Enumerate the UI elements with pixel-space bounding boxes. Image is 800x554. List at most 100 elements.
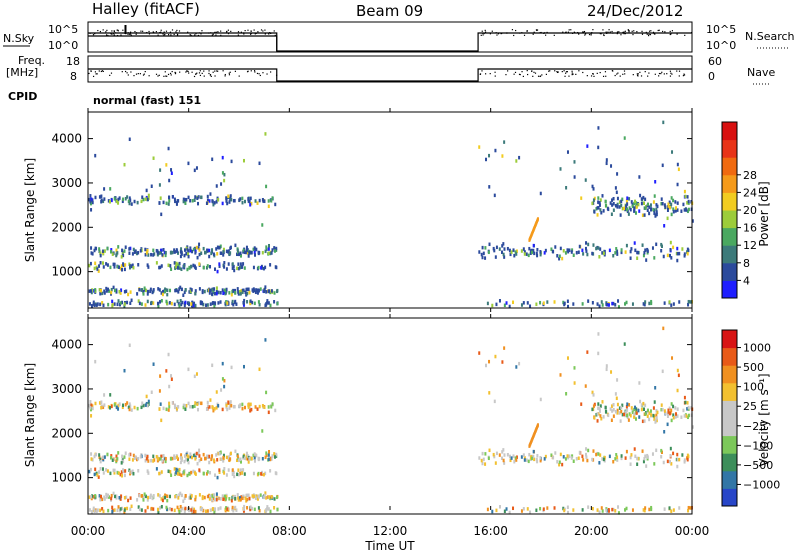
nave-point — [133, 75, 135, 77]
nave-point — [228, 72, 230, 74]
data-cell — [611, 409, 614, 413]
colorbar-tick-label: −1000 — [743, 478, 780, 491]
data-cell — [230, 159, 233, 164]
nave-label: Nave — [747, 66, 775, 79]
data-cell — [200, 401, 203, 406]
data-cell — [651, 452, 654, 456]
data-cell — [183, 290, 186, 295]
nsky-point — [645, 31, 647, 34]
data-cell — [581, 454, 584, 459]
data-cell — [612, 201, 615, 206]
data-cell — [206, 198, 209, 203]
data-cell — [276, 507, 279, 512]
nsky-point — [481, 30, 483, 32]
data-cell — [109, 250, 112, 254]
data-cell — [634, 248, 637, 253]
data-cell — [180, 247, 183, 251]
data-cell — [152, 288, 155, 292]
data-cell — [554, 451, 557, 455]
y-tick-label: 3000 — [51, 176, 82, 190]
data-cell — [266, 299, 269, 303]
data-cell — [565, 391, 568, 396]
data-cell — [666, 422, 669, 427]
data-cell — [146, 292, 149, 296]
nave-point — [214, 70, 216, 72]
data-cell — [119, 291, 122, 295]
nave-point — [170, 74, 172, 76]
data-cell — [610, 164, 613, 168]
data-cell — [605, 508, 608, 513]
nave-point — [259, 74, 261, 77]
data-cell — [617, 299, 620, 303]
nave-point — [507, 70, 509, 72]
data-cell — [166, 301, 169, 306]
data-cell — [628, 412, 631, 416]
velocity-ylabel: Slant Range [km] — [23, 363, 37, 467]
data-cell — [127, 199, 130, 204]
nave-point — [203, 75, 205, 77]
data-cell — [123, 510, 126, 514]
data-cell — [674, 406, 677, 410]
data-cell — [245, 454, 248, 459]
data-cell — [160, 470, 163, 474]
data-cell — [562, 300, 565, 305]
data-cell — [655, 416, 658, 420]
data-cell — [687, 505, 690, 510]
data-cell — [220, 388, 223, 392]
data-cell — [686, 201, 689, 205]
data-cell — [566, 505, 569, 510]
data-cell — [253, 507, 256, 512]
data-cell — [660, 403, 663, 407]
data-cell — [93, 303, 96, 307]
data-cell — [219, 300, 222, 304]
data-cell — [215, 406, 218, 410]
data-cell — [662, 326, 665, 331]
data-cell — [686, 457, 689, 462]
nave-point — [174, 72, 177, 74]
nsky-point — [148, 30, 150, 33]
data-cell — [487, 456, 490, 461]
nsky-point — [540, 31, 542, 34]
data-cell — [105, 289, 108, 293]
time-tick-label: 16:00 — [473, 524, 508, 538]
data-cell — [225, 455, 228, 460]
nave-point — [566, 71, 568, 73]
data-cell — [607, 413, 610, 418]
data-cell — [182, 403, 185, 408]
data-cell — [101, 467, 104, 471]
data-cell — [166, 498, 169, 503]
data-cell — [233, 268, 236, 273]
data-cell — [99, 302, 102, 307]
data-cell — [89, 201, 92, 206]
data-cell — [601, 194, 604, 198]
data-cell — [174, 199, 177, 204]
data-cell — [106, 452, 109, 457]
data-cell — [224, 497, 227, 501]
nave-point — [234, 70, 236, 72]
data-cell — [241, 406, 244, 411]
data-cell — [200, 300, 203, 305]
nsky-point — [94, 33, 96, 35]
data-cell — [190, 264, 193, 269]
nsky-point — [106, 29, 108, 31]
data-cell — [612, 301, 615, 306]
nsky-point — [134, 30, 136, 33]
data-cell — [221, 377, 224, 381]
data-cell — [529, 304, 532, 308]
data-cell — [670, 462, 673, 466]
data-cell — [508, 304, 511, 309]
nave-point — [481, 70, 483, 72]
nave-point — [127, 74, 129, 76]
data-cell — [644, 197, 647, 202]
data-cell — [503, 509, 506, 514]
data-cell — [218, 245, 221, 250]
nsky-point — [511, 29, 514, 31]
nave-point — [654, 73, 656, 75]
data-cell — [156, 250, 159, 255]
data-cell — [265, 184, 268, 189]
data-cell — [123, 495, 126, 500]
colorbar-segment — [722, 227, 737, 246]
nave-point — [556, 71, 558, 73]
data-cell — [163, 250, 166, 255]
data-cell — [642, 195, 645, 200]
